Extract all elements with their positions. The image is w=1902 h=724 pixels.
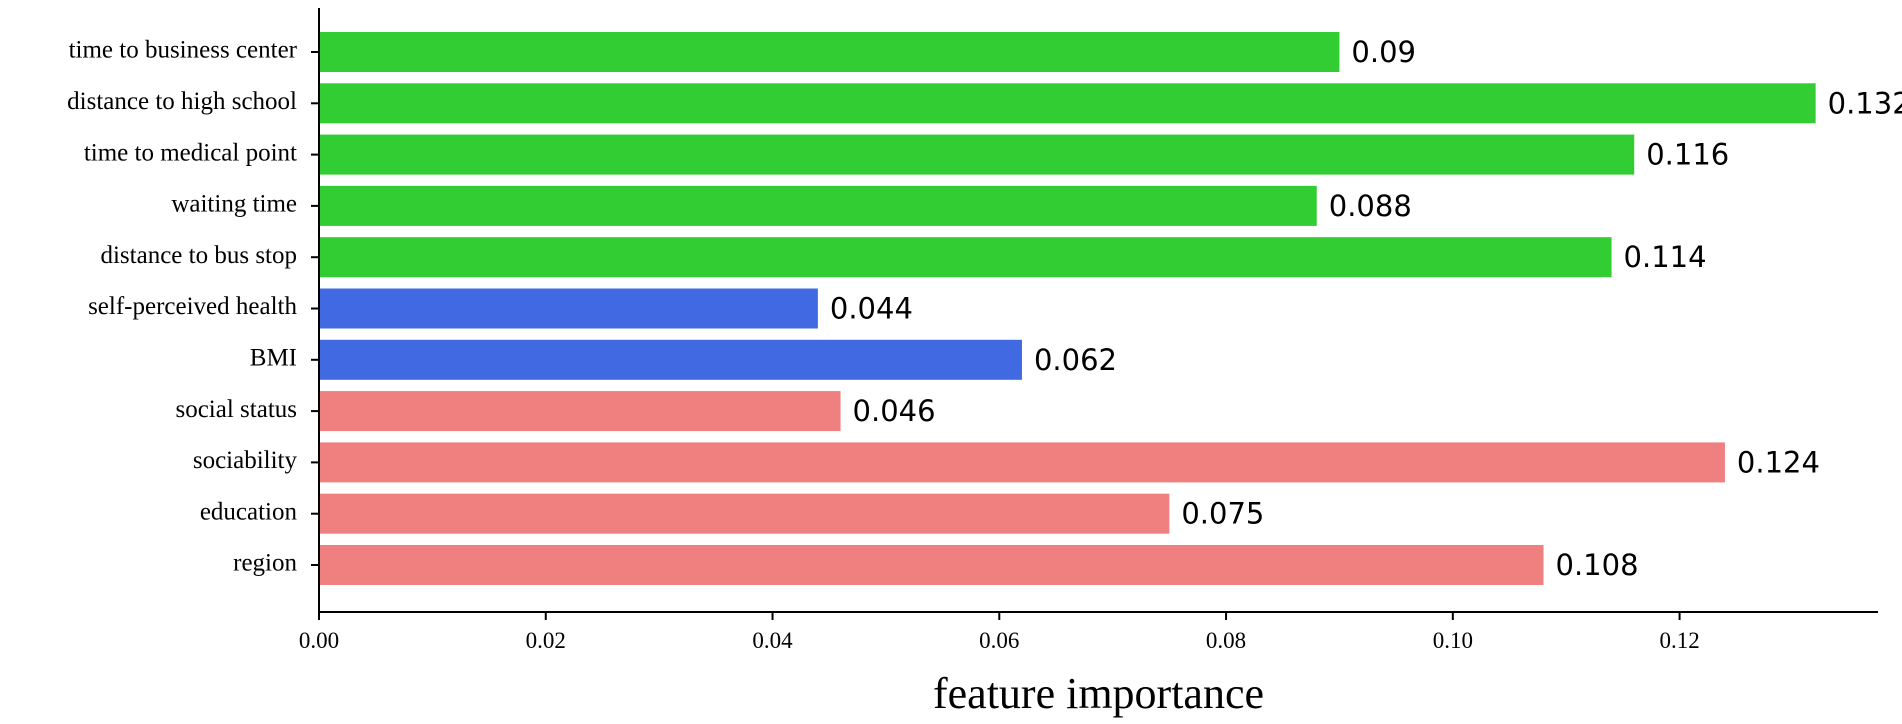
- category-label: self-perceived health: [88, 293, 297, 320]
- bar: [319, 288, 818, 329]
- value-label: 0.044: [830, 292, 913, 326]
- x-tick-label: 0.04: [752, 628, 793, 653]
- value-label: 0.088: [1329, 189, 1412, 223]
- bar: [319, 134, 1635, 175]
- bar: [319, 237, 1612, 278]
- x-tick-label: 0.12: [1659, 628, 1699, 653]
- bar: [319, 185, 1317, 226]
- x-tick-label: 0.06: [979, 628, 1019, 653]
- value-label: 0.075: [1181, 497, 1264, 531]
- bars-group: [319, 32, 1816, 585]
- bar: [319, 493, 1170, 534]
- category-label: social status: [175, 396, 297, 423]
- x-axis-title: feature importance: [933, 669, 1264, 718]
- value-label: 0.114: [1624, 240, 1707, 274]
- bar: [319, 83, 1816, 124]
- category-label: distance to high school: [67, 88, 297, 115]
- category-label: waiting time: [171, 191, 297, 218]
- x-tick-label: 0.08: [1206, 628, 1246, 653]
- category-label: education: [200, 498, 298, 525]
- category-label: time to business center: [69, 37, 298, 64]
- category-label: BMI: [250, 345, 297, 372]
- bar: [319, 545, 1544, 585]
- x-tick-label: 0.00: [299, 628, 339, 653]
- bar: [319, 32, 1340, 72]
- bar: [319, 339, 1022, 380]
- value-labels-group: 0.09 0.132 0.116 0.088 0.114 0.044 0.062 0.046 0…: [830, 35, 1902, 582]
- x-tick-label: 0.02: [526, 628, 566, 653]
- value-label: 0.09: [1351, 35, 1416, 69]
- category-label: time to medical point: [84, 139, 297, 166]
- bar: [319, 391, 841, 432]
- category-label: sociability: [193, 447, 298, 474]
- value-label: 0.132: [1828, 86, 1902, 120]
- value-label: 0.108: [1556, 548, 1639, 582]
- x-ticks-group: 0.00 0.02 0.04 0.06 0.08 0.10 0.12: [299, 612, 1700, 653]
- value-label: 0.062: [1034, 343, 1117, 377]
- value-label: 0.046: [853, 394, 936, 428]
- x-tick-label: 0.10: [1433, 628, 1473, 653]
- category-label: region: [233, 550, 297, 577]
- bar: [319, 442, 1725, 483]
- category-label: distance to bus stop: [100, 242, 297, 269]
- value-label: 0.124: [1737, 445, 1820, 479]
- value-label: 0.116: [1646, 138, 1729, 172]
- category-labels-group: time to business center distance to high …: [67, 37, 319, 577]
